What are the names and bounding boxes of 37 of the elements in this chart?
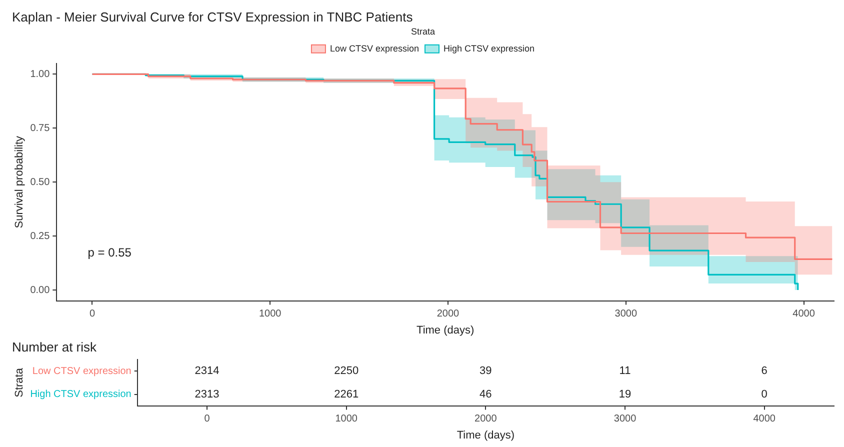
data-label: 11 — [619, 365, 631, 378]
x-axis-title: Time (days) — [456, 429, 515, 442]
annotation: p = 0.55 — [88, 246, 132, 260]
data-label: 39 — [480, 365, 492, 378]
y-tick-label: 0.00 — [30, 284, 50, 296]
data-label: 2314 — [194, 365, 220, 378]
y-tick-label: 1.00 — [30, 68, 50, 80]
y-tick-label: 0.50 — [30, 176, 50, 188]
legend-title: Strata — [410, 26, 436, 37]
x-tick-label: 3000 — [614, 414, 637, 425]
x-tick-label: 2000 — [474, 414, 498, 425]
x-tick-label: 3000 — [614, 308, 638, 320]
x-tick-label: 0 — [89, 308, 96, 320]
data-label: 2250 — [334, 365, 359, 378]
x-tick-label: 2000 — [436, 308, 460, 320]
y-axis-title: Strata — [14, 367, 26, 398]
x-tick-label: 4000 — [753, 414, 776, 425]
x-tick-label: 1000 — [335, 414, 358, 425]
x-tick-label: 4000 — [792, 308, 816, 320]
y-axis-title: Survival probability — [14, 135, 26, 228]
chart-title: Number at risk — [12, 339, 98, 354]
y-tick-label: 0.25 — [30, 230, 50, 242]
y-tick-label: 0.75 — [30, 122, 50, 134]
data-label: 46 — [480, 388, 492, 400]
data-label: 2261 — [334, 388, 359, 400]
data-label: 2313 — [194, 388, 220, 400]
legend-label: Low CTSV expression — [330, 43, 420, 54]
x-tick-label: 1000 — [258, 308, 282, 320]
data-label: 0 — [761, 388, 768, 400]
data-label: 6 — [761, 365, 768, 378]
y-tick-label: High CTSV expression — [30, 389, 132, 400]
legend-label: High CTSV expression — [444, 43, 535, 54]
x-tick-label: 0 — [204, 414, 210, 425]
data-label: 19 — [618, 388, 632, 400]
chart-title: Kaplan - Meier Survival Curve for CTSV Expression in TNBC Patients — [12, 9, 414, 24]
y-tick-label: Low CTSV expression — [32, 366, 132, 377]
x-axis-title: Time (days) — [416, 324, 474, 336]
